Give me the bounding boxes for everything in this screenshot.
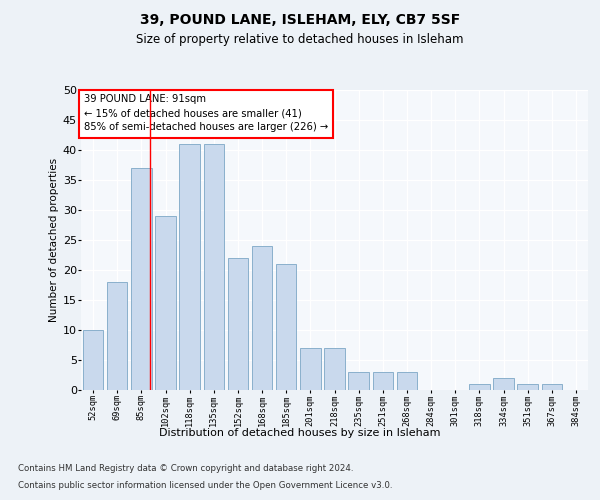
Bar	[517, 384, 538, 390]
Bar	[155, 216, 176, 390]
Bar	[83, 330, 103, 390]
Text: Distribution of detached houses by size in Isleham: Distribution of detached houses by size …	[159, 428, 441, 438]
Bar	[179, 144, 200, 390]
Bar	[131, 168, 152, 390]
Bar	[373, 372, 393, 390]
Bar	[252, 246, 272, 390]
Text: Contains HM Land Registry data © Crown copyright and database right 2024.: Contains HM Land Registry data © Crown c…	[18, 464, 353, 473]
Text: Contains public sector information licensed under the Open Government Licence v3: Contains public sector information licen…	[18, 481, 392, 490]
Text: 39 POUND LANE: 91sqm
← 15% of detached houses are smaller (41)
85% of semi-detac: 39 POUND LANE: 91sqm ← 15% of detached h…	[83, 94, 328, 132]
Bar	[349, 372, 369, 390]
Bar	[542, 384, 562, 390]
Bar	[203, 144, 224, 390]
Bar	[107, 282, 127, 390]
Text: 39, POUND LANE, ISLEHAM, ELY, CB7 5SF: 39, POUND LANE, ISLEHAM, ELY, CB7 5SF	[140, 12, 460, 26]
Y-axis label: Number of detached properties: Number of detached properties	[49, 158, 59, 322]
Bar	[227, 258, 248, 390]
Bar	[276, 264, 296, 390]
Bar	[493, 378, 514, 390]
Bar	[397, 372, 417, 390]
Bar	[300, 348, 320, 390]
Text: Size of property relative to detached houses in Isleham: Size of property relative to detached ho…	[136, 32, 464, 46]
Bar	[469, 384, 490, 390]
Bar	[324, 348, 345, 390]
